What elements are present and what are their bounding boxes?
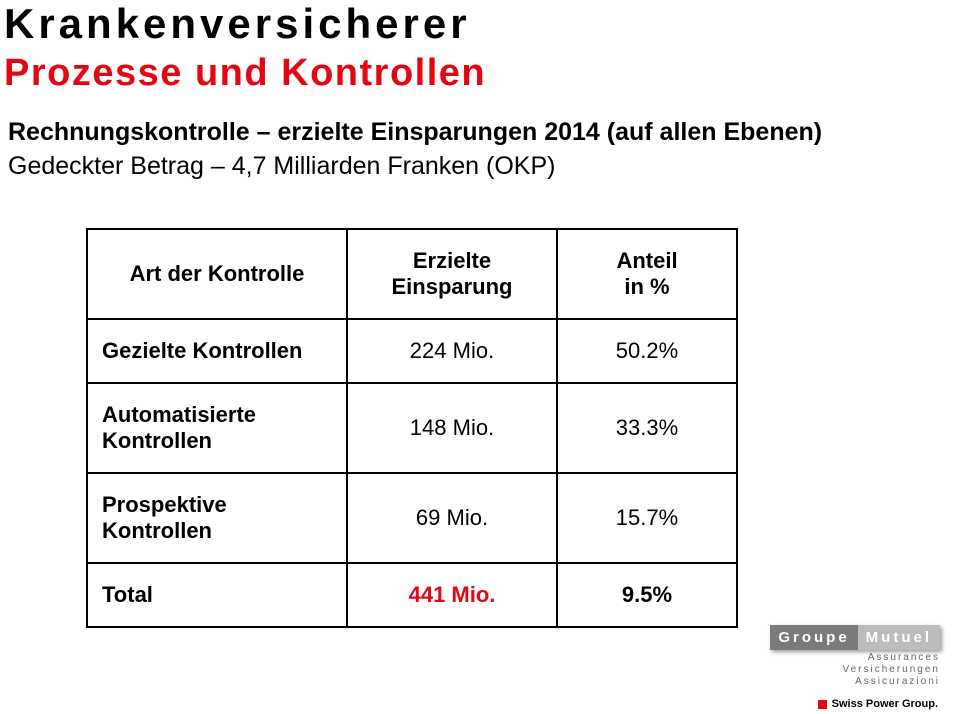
savings-table: Art der Kontrolle Erzielte Einsparung An… [86, 228, 738, 628]
table-total-row: Total 441 Mio. 9.5% [87, 563, 737, 627]
header-share: Anteil in % [557, 229, 737, 319]
logo-sub-3: Assicurazioni [855, 676, 940, 687]
header-savings-l2: Einsparung [391, 274, 512, 299]
total-label: Total [87, 563, 347, 627]
table-row: Gezielte Kontrollen 224 Mio. 50.2% [87, 319, 737, 383]
row-label-l2: Kontrollen [102, 428, 212, 453]
row-label-l1: Automatisierte [102, 402, 256, 427]
table-row: Automatisierte Kontrollen 148 Mio. 33.3% [87, 383, 737, 473]
row-pct: 33.3% [557, 383, 737, 473]
footer-brand-text: Swiss Power Group. [832, 698, 938, 710]
row-label: Gezielte Kontrollen [87, 319, 347, 383]
logo-right: Mutuel [858, 625, 940, 650]
logo-badge: Groupe Mutuel [770, 625, 940, 650]
row-label-l2: Kontrollen [102, 518, 212, 543]
header-savings-l1: Erzielte [413, 248, 491, 273]
table-row: Prospektive Kontrollen 69 Mio. 15.7% [87, 473, 737, 563]
page-subtitle: Prozesse und Kontrollen [4, 52, 486, 95]
row-label: Prospektive Kontrollen [87, 473, 347, 563]
row-pct: 50.2% [557, 319, 737, 383]
logo-groupe-mutuel: Groupe Mutuel Assurances Versicherungen … [770, 625, 940, 688]
logo-subtitle: Assurances Versicherungen Assicurazioni [843, 652, 941, 688]
table-header-row: Art der Kontrolle Erzielte Einsparung An… [87, 229, 737, 319]
logo-sub-1: Assurances [868, 652, 940, 663]
header-share-l2: in % [624, 274, 669, 299]
row-value: 148 Mio. [347, 383, 557, 473]
page-title: Krankenversicherer [4, 0, 471, 48]
row-pct: 15.7% [557, 473, 737, 563]
header-savings: Erzielte Einsparung [347, 229, 557, 319]
description-line-1: Rechnungskontrolle – erzielte Einsparung… [8, 118, 822, 147]
row-label: Automatisierte Kontrollen [87, 383, 347, 473]
header-type: Art der Kontrolle [87, 229, 347, 319]
logo-sub-2: Versicherungen [843, 664, 941, 675]
square-icon [818, 700, 827, 709]
row-value: 69 Mio. [347, 473, 557, 563]
total-pct: 9.5% [557, 563, 737, 627]
description-line-2: Gedeckter Betrag – 4,7 Milliarden Franke… [8, 152, 555, 181]
footer-brand: Swiss Power Group. [818, 698, 938, 710]
row-label-l1: Prospektive [102, 492, 227, 517]
row-value: 224 Mio. [347, 319, 557, 383]
total-value: 441 Mio. [347, 563, 557, 627]
header-share-l1: Anteil [616, 248, 677, 273]
logo-left: Groupe [770, 625, 857, 650]
